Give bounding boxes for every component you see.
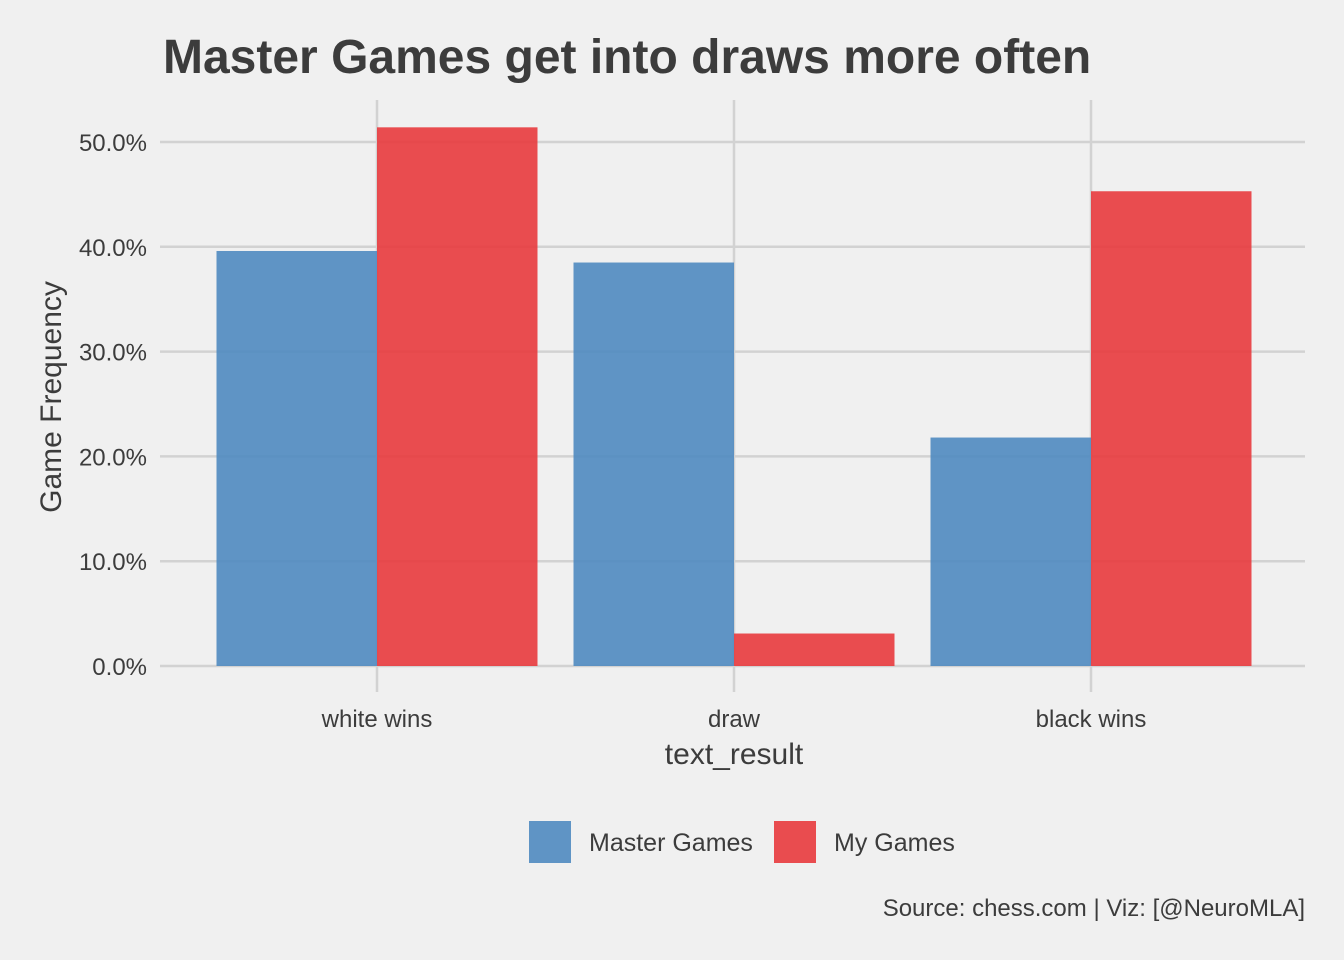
legend-label-master-games: Master Games [589, 829, 753, 857]
legend-swatch-my-games [774, 821, 816, 863]
y-tick-label: 30.0% [79, 340, 147, 367]
bar-my-games-draw [734, 633, 895, 666]
bars [216, 127, 1252, 667]
legend: Master Games My Games [529, 821, 955, 863]
bar-my-games-white-wins [377, 127, 538, 666]
x-axis-title: text_result [665, 738, 804, 771]
bar-master-games-draw [573, 262, 734, 666]
y-tick-label: 10.0% [79, 549, 147, 576]
bar-my-games-black-wins [1091, 191, 1252, 667]
x-tick-label: black wins [1036, 706, 1147, 733]
bar-master-games-white-wins [216, 250, 377, 666]
y-axis-title: Game Frequency [35, 281, 68, 513]
legend-label-my-games: My Games [834, 829, 955, 857]
x-tick-label: white wins [321, 706, 433, 733]
source-caption: Source: chess.com | Viz: [@NeuroMLA] [883, 895, 1305, 922]
x-tick-label: draw [708, 706, 761, 733]
legend-swatch-master-games [529, 821, 571, 863]
chart-title: Master Games get into draws more often [163, 31, 1091, 84]
y-tick-label: 20.0% [79, 444, 147, 471]
y-tick-label: 40.0% [79, 235, 147, 262]
bar-master-games-black-wins [930, 437, 1091, 666]
y-tick-label: 0.0% [92, 654, 147, 681]
x-axis-ticks: white wins draw black wins [321, 706, 1147, 733]
y-tick-label: 50.0% [79, 130, 147, 157]
y-axis-ticks: 0.0% 10.0% 20.0% 30.0% 40.0% 50.0% [79, 130, 147, 681]
